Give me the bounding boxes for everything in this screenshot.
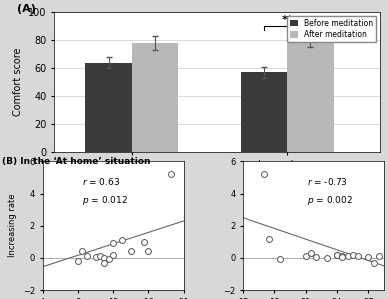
Point [168,172,174,177]
Y-axis label: Comfort score: Comfort score [13,48,23,117]
Point [266,236,272,241]
Point [110,252,116,257]
Point [365,255,372,260]
Text: $p$ = 0.002: $p$ = 0.002 [307,193,352,207]
Bar [132,43,178,152]
Bar [287,40,334,152]
Point [277,257,283,262]
Text: (A): (A) [17,4,36,13]
Point [376,254,382,259]
Point [110,241,116,246]
Text: (B) In the ‘At home’ situation: (B) In the ‘At home’ situation [2,157,151,166]
Point [101,260,107,265]
Point [313,255,319,260]
Bar [241,72,287,152]
Point [141,239,147,244]
Text: $r$ = 0.63: $r$ = 0.63 [82,176,120,187]
Point [339,254,345,259]
Point [106,257,112,262]
Point [334,253,340,258]
Bar [85,62,132,152]
Text: $p$ = 0.012: $p$ = 0.012 [82,193,128,207]
Point [97,254,103,259]
Point [75,259,81,263]
Point [339,255,345,260]
Y-axis label: Increasing rate: Increasing rate [8,194,17,257]
Point [128,249,134,254]
Point [355,254,361,259]
Text: $r$ = -0.73: $r$ = -0.73 [307,176,347,187]
Point [345,254,351,259]
Point [371,260,377,265]
Point [79,249,85,254]
Point [303,254,309,259]
Point [146,249,152,254]
Point [84,254,90,259]
Point [324,255,330,260]
Point [334,252,340,257]
Point [308,251,314,255]
Text: **: ** [281,15,293,25]
Point [92,255,99,260]
Point [101,255,107,260]
Point [350,253,356,258]
Point [119,238,125,242]
Legend: Before meditation, After meditation: Before meditation, After meditation [288,16,376,42]
Point [261,172,267,177]
